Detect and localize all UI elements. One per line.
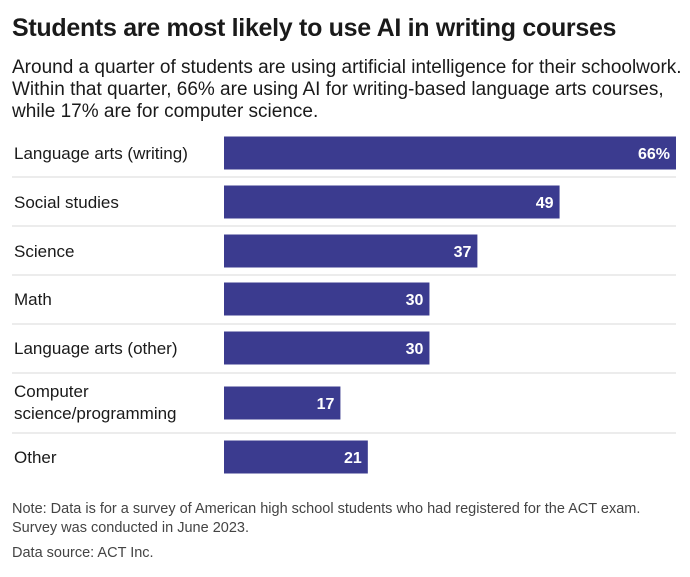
category-label: Social studies — [14, 193, 119, 212]
category-label: Math — [14, 290, 52, 309]
chart-subtitle: Around a quarter of students are using a… — [12, 57, 682, 122]
value-label: 21 — [344, 450, 362, 467]
bar — [224, 234, 478, 268]
bar — [224, 136, 676, 170]
category-label: Language arts (writing) — [14, 144, 188, 163]
bar — [224, 386, 341, 420]
category-label: Other — [14, 448, 57, 467]
value-label: 30 — [406, 341, 424, 358]
category-label: Computer science/programming — [14, 382, 177, 423]
value-label: 30 — [406, 292, 424, 309]
value-label: 49 — [536, 195, 554, 212]
category-label: Language arts (other) — [14, 339, 178, 358]
bar — [224, 185, 560, 219]
chart-title: Students are most likely to use AI in wr… — [12, 14, 617, 42]
bar — [224, 331, 430, 365]
value-label: 66% — [638, 146, 670, 163]
category-label: Science — [14, 242, 74, 261]
bar — [224, 282, 430, 316]
value-label: 17 — [317, 396, 335, 413]
bar-chart: Language arts (writing) 66% Social studies… — [12, 136, 676, 474]
bar — [224, 440, 368, 474]
chart-source: Data source: ACT Inc. — [12, 545, 154, 561]
value-label: 37 — [454, 244, 472, 261]
chart-note: Note: Data is for a survey of American h… — [12, 501, 641, 536]
